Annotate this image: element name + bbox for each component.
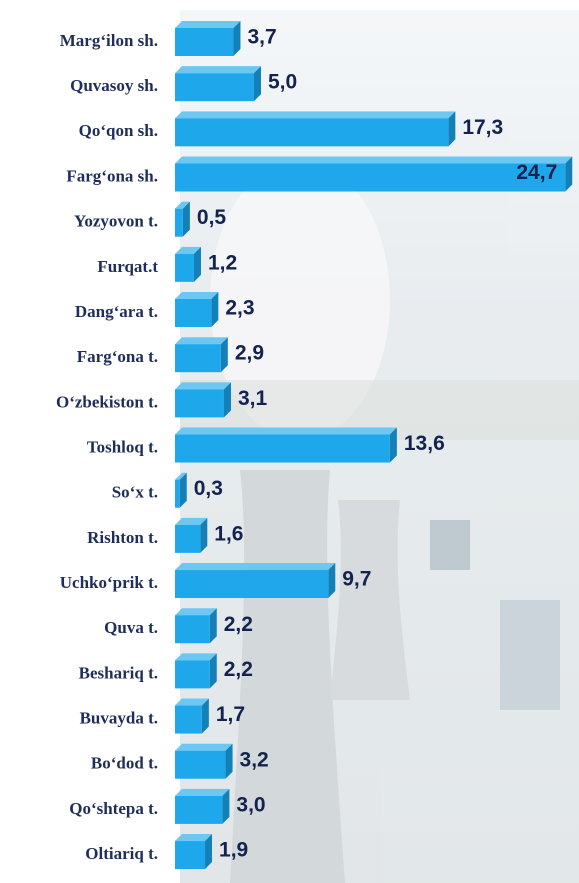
- value-label: 3,7: [247, 26, 276, 49]
- value-label: 2,9: [235, 342, 264, 365]
- bar: [175, 841, 206, 870]
- value-label: 3,1: [238, 387, 268, 410]
- bar-side: [205, 834, 213, 870]
- bar-top: [175, 517, 208, 525]
- bar-top: [175, 472, 187, 480]
- value-label: 13,6: [404, 432, 445, 455]
- category-label: Furqat.t: [97, 257, 158, 276]
- bar-top: [175, 608, 217, 616]
- value-label: 5,0: [268, 71, 297, 94]
- category-label: Qo‘shtepa t.: [69, 799, 158, 818]
- bar-side: [211, 292, 219, 328]
- value-label: 9,7: [342, 568, 371, 591]
- bar-side: [179, 472, 187, 508]
- category-label: Quva t.: [104, 618, 158, 637]
- bar: [175, 118, 449, 147]
- bar-top: [175, 66, 261, 74]
- plot-area: Marg‘ilon sh. 3,7 Quvasoy sh. 5,0 Qo‘qon sh.…: [56, 21, 573, 870]
- category-label: Beshariq t.: [79, 663, 158, 682]
- bar: [175, 615, 210, 644]
- bar: [175, 28, 234, 56]
- value-label: 2,3: [225, 297, 254, 320]
- bar: [175, 660, 210, 689]
- bar-side: [201, 698, 209, 734]
- bar-side: [328, 563, 336, 599]
- bar-side: [220, 337, 228, 373]
- value-label: 3,0: [236, 793, 265, 816]
- category-label: Toshloq t.: [87, 437, 158, 456]
- bar: [175, 389, 224, 418]
- value-label: 1,7: [216, 703, 245, 726]
- value-label: 0,3: [194, 477, 223, 500]
- bar-side: [565, 156, 573, 192]
- bar-top: [175, 834, 213, 842]
- category-label: Yozyovon t.: [74, 212, 158, 231]
- value-label: 1,2: [208, 251, 237, 274]
- bar-side: [193, 246, 201, 282]
- category-label: So‘x t.: [112, 483, 158, 502]
- category-label: Qo‘qon sh.: [79, 121, 158, 140]
- value-label: 1,9: [219, 839, 248, 862]
- bar-side: [225, 743, 233, 779]
- bar-side: [223, 382, 231, 418]
- bar: [175, 163, 566, 192]
- category-label: Marg‘ilon sh.: [60, 31, 158, 50]
- value-label: 24,7: [516, 161, 557, 184]
- category-label: Uchko‘prik t.: [60, 573, 158, 592]
- bar-side: [182, 201, 190, 237]
- bar: [175, 795, 223, 824]
- category-label: Quvasoy sh.: [70, 76, 158, 95]
- bar: [175, 208, 183, 237]
- category-label: Farg‘ona t.: [77, 347, 158, 366]
- bar: [175, 479, 180, 508]
- bar-top: [175, 111, 456, 119]
- category-label: O‘zbekiston t.: [56, 392, 158, 411]
- category-label: Buvayda t.: [80, 708, 158, 727]
- category-label: Bo‘dod t.: [91, 754, 158, 773]
- bar-side: [209, 653, 217, 689]
- bar-top: [175, 788, 230, 796]
- category-label: Dang‘ara t.: [75, 302, 158, 321]
- category-label: Rishton t.: [87, 528, 158, 547]
- bar-top: [175, 156, 573, 164]
- bar: [175, 524, 201, 553]
- value-label: 2,2: [224, 658, 253, 681]
- value-label: 1,6: [214, 522, 243, 545]
- bar: [175, 434, 390, 463]
- bar-top: [175, 653, 217, 661]
- value-label: 2,2: [224, 613, 253, 636]
- bar: [175, 705, 202, 734]
- bar-top: [175, 427, 397, 435]
- bar-top: [175, 743, 233, 751]
- bar-side: [389, 427, 397, 463]
- bar-top: [175, 246, 201, 254]
- bar-top: [175, 382, 231, 390]
- bar: [175, 570, 329, 599]
- value-label: 0,5: [197, 206, 227, 229]
- bar-top: [175, 292, 219, 300]
- bar-side: [209, 608, 217, 644]
- bar-side: [254, 66, 261, 102]
- bar-side: [200, 517, 208, 553]
- bar: [175, 73, 254, 102]
- bar: [175, 344, 221, 373]
- bar-top: [175, 698, 209, 706]
- bar: [175, 750, 226, 779]
- bar-top: [175, 21, 241, 28]
- bar-side: [233, 21, 241, 56]
- category-label: Oltiariq t.: [85, 844, 158, 863]
- value-label: 17,3: [462, 116, 503, 139]
- bar-top: [175, 563, 336, 571]
- bar: [175, 253, 194, 282]
- bar-side: [222, 788, 230, 824]
- bar: [175, 299, 212, 328]
- bar-side: [448, 111, 456, 147]
- bar-top: [175, 337, 228, 345]
- category-label: Farg‘ona sh.: [66, 166, 158, 185]
- bar-top: [175, 201, 190, 209]
- value-label: 3,2: [240, 748, 269, 771]
